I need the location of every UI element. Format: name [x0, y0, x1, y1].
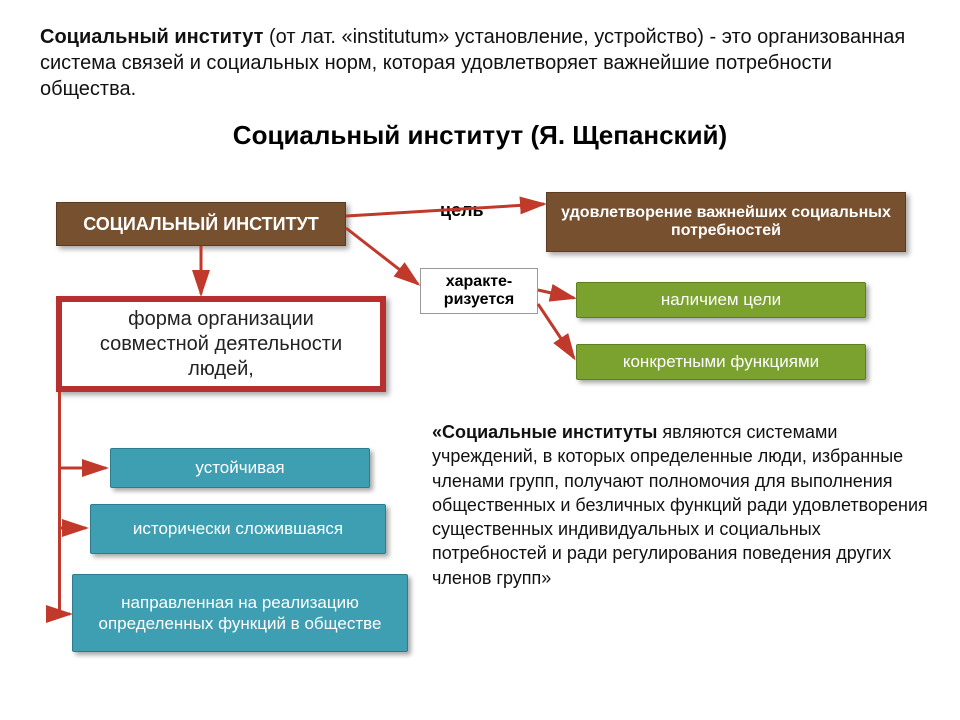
- quote-text: «Социальные институты являются системами…: [432, 420, 932, 590]
- node-characterized-label: характе-ризуется: [444, 273, 514, 308]
- quote-bold: «Социальные институты: [432, 422, 657, 442]
- node-goal: удовлетворение важнейших социальных потр…: [546, 192, 906, 252]
- node-green-2-label: конкретными функциями: [623, 352, 819, 372]
- node-teal-2-label: исторически сложившаяся: [133, 518, 343, 539]
- node-root-label: СОЦИАЛЬНЫЙ ИНСТИТУТ: [83, 214, 319, 235]
- node-green-2: конкретными функциями: [576, 344, 866, 380]
- node-root: СОЦИАЛЬНЫЙ ИНСТИТУТ: [56, 202, 346, 246]
- node-teal-2: исторически сложившаяся: [90, 504, 386, 554]
- diagram-title: Социальный институт (Я. Щепанский): [40, 120, 920, 151]
- node-teal-3: направленная на реализацию определенных …: [72, 574, 408, 652]
- node-green-1: наличием цели: [576, 282, 866, 318]
- node-framed: форма организации совместной деятельност…: [56, 296, 386, 392]
- node-characterized: характе-ризуется: [420, 268, 538, 314]
- node-teal-1-label: устойчивая: [195, 457, 284, 478]
- intro-text: Социальный институт (от лат. «institutum…: [40, 24, 920, 102]
- intro-bold: Социальный институт: [40, 26, 263, 48]
- node-teal-3-label: направленная на реализацию определенных …: [83, 592, 397, 635]
- node-goal-label: удовлетворение важнейших социальных потр…: [557, 204, 895, 240]
- vertical-connector: [58, 392, 61, 616]
- quote-rest: являются системами учреждений, в которых…: [432, 422, 928, 588]
- node-teal-1: устойчивая: [110, 448, 370, 488]
- node-framed-label: форма организации совместной деятельност…: [72, 307, 370, 382]
- goal-label: цель: [440, 200, 484, 221]
- node-green-1-label: наличием цели: [661, 290, 781, 310]
